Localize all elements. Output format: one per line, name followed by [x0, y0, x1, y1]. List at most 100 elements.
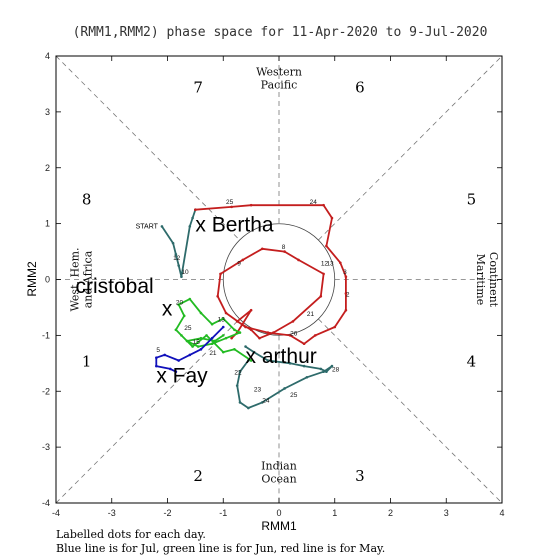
trajectory-point — [199, 348, 203, 351]
trajectory-point — [210, 336, 214, 340]
trajectory-point — [177, 303, 180, 306]
trajectory-series — [155, 326, 224, 373]
trajectory-point — [344, 308, 348, 312]
trajectory-point — [221, 325, 225, 329]
trajectory-point — [247, 406, 250, 410]
phase-number: 1 — [82, 353, 92, 371]
trajectory-point — [249, 359, 253, 362]
day-label: 24 — [310, 199, 318, 206]
trajectory-point — [319, 367, 323, 371]
trajectory-point — [260, 401, 264, 404]
trajectory-point — [216, 294, 219, 298]
day-label: 9 — [237, 261, 241, 268]
diagonal-line — [318, 318, 503, 504]
trajectory-point — [241, 258, 245, 262]
trajectory-point — [344, 275, 348, 279]
trajectory-point — [244, 325, 247, 329]
x-tick-label: -2 — [163, 508, 171, 518]
day-label: 5 — [156, 347, 160, 354]
trajectory-point — [188, 225, 192, 228]
storm-annotation: x — [162, 297, 173, 320]
x-tick-label: -4 — [52, 508, 60, 518]
x-tick-label: -3 — [108, 508, 116, 518]
trajectory-point — [325, 370, 328, 373]
day-label: 24 — [262, 397, 270, 404]
trajectory-point — [238, 401, 242, 404]
trajectory-point — [199, 336, 203, 340]
trajectory-point — [291, 320, 295, 323]
phase-number: 5 — [467, 190, 477, 208]
storm-annotation: x Bertha — [195, 214, 274, 237]
day-label: 28 — [332, 367, 340, 374]
trajectory-point — [322, 203, 325, 207]
phase-number: 6 — [355, 79, 365, 97]
day-label: 10 — [181, 269, 189, 276]
trajectory-point — [283, 387, 286, 390]
trajectory-point — [174, 370, 178, 373]
trajectory-point — [238, 331, 242, 334]
trajectory-point — [205, 334, 208, 337]
x-tick-label: 2 — [388, 508, 393, 518]
trajectory-point — [180, 275, 183, 279]
trajectory-point — [258, 336, 261, 340]
trajectory-point — [221, 334, 225, 337]
x-tick-label: 0 — [276, 508, 281, 518]
diagonal-line — [318, 55, 503, 241]
region-label-bottom: Indian — [261, 459, 297, 472]
trajectory-point — [219, 272, 222, 276]
region-label-right: Maritime — [474, 254, 487, 305]
trajectory-point — [249, 203, 253, 207]
trajectory-point — [174, 328, 178, 332]
footnote-1: Labelled dots for each day. — [56, 528, 206, 541]
region-label-left: West. Hem. — [68, 247, 81, 311]
trajectory-point — [252, 350, 256, 354]
region-label-top: Pacific — [261, 79, 298, 92]
y-tick-label: 1 — [45, 219, 50, 229]
trajectory-point — [168, 367, 172, 371]
trajectory-point — [266, 331, 270, 334]
phase-number: 3 — [355, 467, 365, 485]
trajectory-point — [155, 364, 158, 368]
x-tick-label: 4 — [499, 508, 504, 518]
trajectory-point — [160, 225, 164, 228]
phase-number: 8 — [82, 190, 92, 208]
storm-annotation: x Fay — [156, 364, 208, 387]
trajectory-series — [161, 209, 197, 278]
day-label: 12 — [321, 261, 329, 268]
start-label: START — [136, 223, 159, 230]
trajectory-point — [313, 334, 317, 337]
y-tick-label: -2 — [42, 386, 50, 396]
trajectory-point — [249, 328, 253, 332]
x-tick-label: -1 — [219, 508, 227, 518]
region-label-top: Western — [256, 66, 302, 79]
trajectory-point — [330, 216, 334, 220]
trajectory-point — [171, 241, 175, 245]
trajectory-point — [224, 336, 228, 340]
trajectory-point — [188, 297, 192, 301]
day-label: 12 — [173, 255, 181, 262]
trajectory-point — [288, 334, 292, 337]
trajectory-point — [302, 342, 306, 346]
trajectory-point — [224, 311, 228, 315]
day-label: 15 — [193, 339, 201, 346]
region-label-left: and Africa — [81, 250, 94, 308]
day-label: 25 — [290, 392, 298, 399]
trajectory-point — [302, 364, 306, 368]
storm-annotation: cristobal — [76, 275, 154, 298]
trajectory-point — [288, 362, 292, 365]
day-label: 20 — [176, 300, 184, 307]
day-label: 8 — [282, 244, 286, 251]
region-label-bottom: Ocean — [261, 472, 296, 485]
trajectory-point — [235, 384, 239, 387]
y-tick-label: -4 — [42, 498, 50, 508]
trajectory-point — [185, 339, 189, 343]
trajectory-point — [233, 328, 236, 332]
day-label: 21 — [209, 350, 217, 357]
trajectory-point — [155, 356, 158, 360]
trajectory-point — [266, 359, 270, 362]
y-tick-label: -3 — [42, 442, 50, 452]
